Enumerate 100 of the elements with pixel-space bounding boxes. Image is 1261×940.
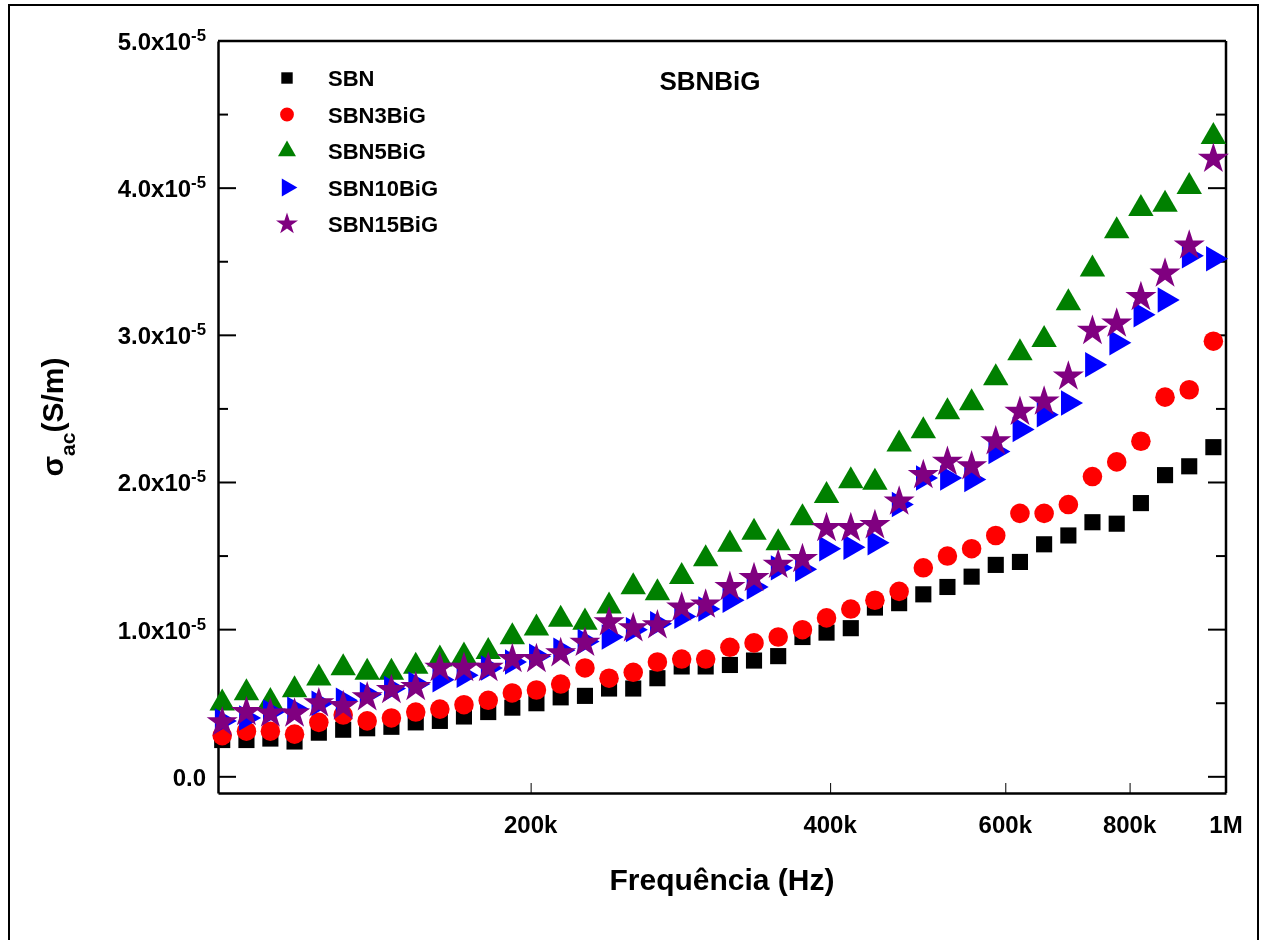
point — [985, 525, 1006, 546]
point — [889, 581, 909, 602]
point — [375, 673, 407, 704]
point — [641, 608, 673, 639]
x-tick-label: 200k — [503, 811, 558, 838]
point — [1181, 458, 1198, 475]
point — [841, 599, 861, 619]
point — [961, 538, 982, 559]
point — [1058, 494, 1079, 515]
point — [1155, 387, 1175, 407]
point — [400, 670, 432, 701]
x-tick-label: 600k — [978, 811, 1033, 838]
point — [472, 651, 504, 682]
point — [666, 591, 698, 621]
point — [381, 708, 402, 728]
point — [937, 546, 958, 566]
point — [309, 712, 329, 733]
point — [647, 652, 668, 672]
y-tick-label: 5.0x10$^{-5}$ — [117, 25, 206, 55]
point — [569, 626, 601, 657]
point — [859, 508, 891, 539]
point — [956, 449, 988, 480]
legend-label: SBN5BiG — [328, 139, 426, 164]
point — [745, 652, 763, 669]
point — [1034, 503, 1054, 524]
point — [931, 445, 963, 476]
point — [1028, 385, 1060, 415]
point — [284, 724, 305, 744]
point — [351, 681, 383, 711]
point — [550, 674, 571, 694]
point — [1125, 280, 1157, 311]
point — [357, 711, 377, 731]
point — [1131, 431, 1151, 452]
y-tick-label: 4.0x10$^{-5}$ — [117, 172, 206, 203]
point — [762, 548, 794, 579]
x-tick-label: 800k — [1102, 811, 1157, 838]
point — [1108, 515, 1125, 532]
point — [502, 683, 523, 703]
point — [907, 458, 939, 489]
point — [963, 568, 980, 585]
point — [915, 586, 932, 603]
point — [1205, 439, 1222, 456]
x-tick-label: 400k — [803, 811, 858, 838]
point — [327, 689, 359, 720]
point — [1010, 503, 1030, 524]
legend-label: SBN3BiG — [328, 102, 426, 128]
point — [695, 649, 716, 669]
point — [1173, 229, 1205, 259]
y-tick-label: 1.0x10$^{-5}$ — [117, 614, 206, 644]
point — [987, 556, 1004, 573]
point — [649, 670, 666, 687]
point — [526, 680, 547, 700]
point — [835, 511, 867, 542]
point — [792, 619, 813, 640]
point — [786, 542, 819, 573]
point — [575, 658, 595, 678]
point — [625, 680, 642, 697]
point — [430, 699, 450, 719]
point — [939, 578, 956, 596]
point — [1203, 331, 1224, 351]
point — [405, 702, 426, 722]
point — [1132, 495, 1149, 512]
point — [738, 561, 770, 592]
point — [1179, 380, 1199, 400]
point — [744, 633, 764, 653]
point — [230, 695, 262, 726]
point — [623, 662, 643, 683]
point — [913, 558, 934, 578]
point — [1036, 536, 1053, 553]
point — [1076, 314, 1108, 345]
point — [865, 590, 885, 610]
point — [671, 649, 692, 669]
point — [599, 668, 619, 688]
point — [816, 608, 837, 628]
point — [278, 697, 311, 727]
legend-label: SBN — [328, 66, 375, 91]
x-tick-label: 1M — [1209, 811, 1243, 838]
point — [770, 648, 787, 665]
point — [1197, 142, 1229, 172]
point — [768, 627, 788, 647]
point — [883, 485, 915, 515]
point — [1101, 307, 1133, 337]
point — [593, 605, 625, 636]
legend-label: SBN10BiG — [328, 175, 439, 201]
point — [454, 694, 474, 715]
point — [1106, 452, 1127, 472]
point — [303, 686, 335, 717]
point — [206, 706, 238, 736]
point — [1052, 360, 1084, 390]
point — [721, 656, 738, 674]
point — [980, 424, 1012, 455]
y-tick-label: 0.0 — [172, 763, 206, 791]
point — [1004, 395, 1036, 426]
point — [714, 570, 746, 601]
point — [1149, 257, 1181, 287]
point — [545, 636, 577, 667]
text: SBNBiG — [659, 66, 761, 96]
point — [1156, 467, 1174, 484]
point — [617, 611, 649, 642]
point — [260, 721, 281, 741]
